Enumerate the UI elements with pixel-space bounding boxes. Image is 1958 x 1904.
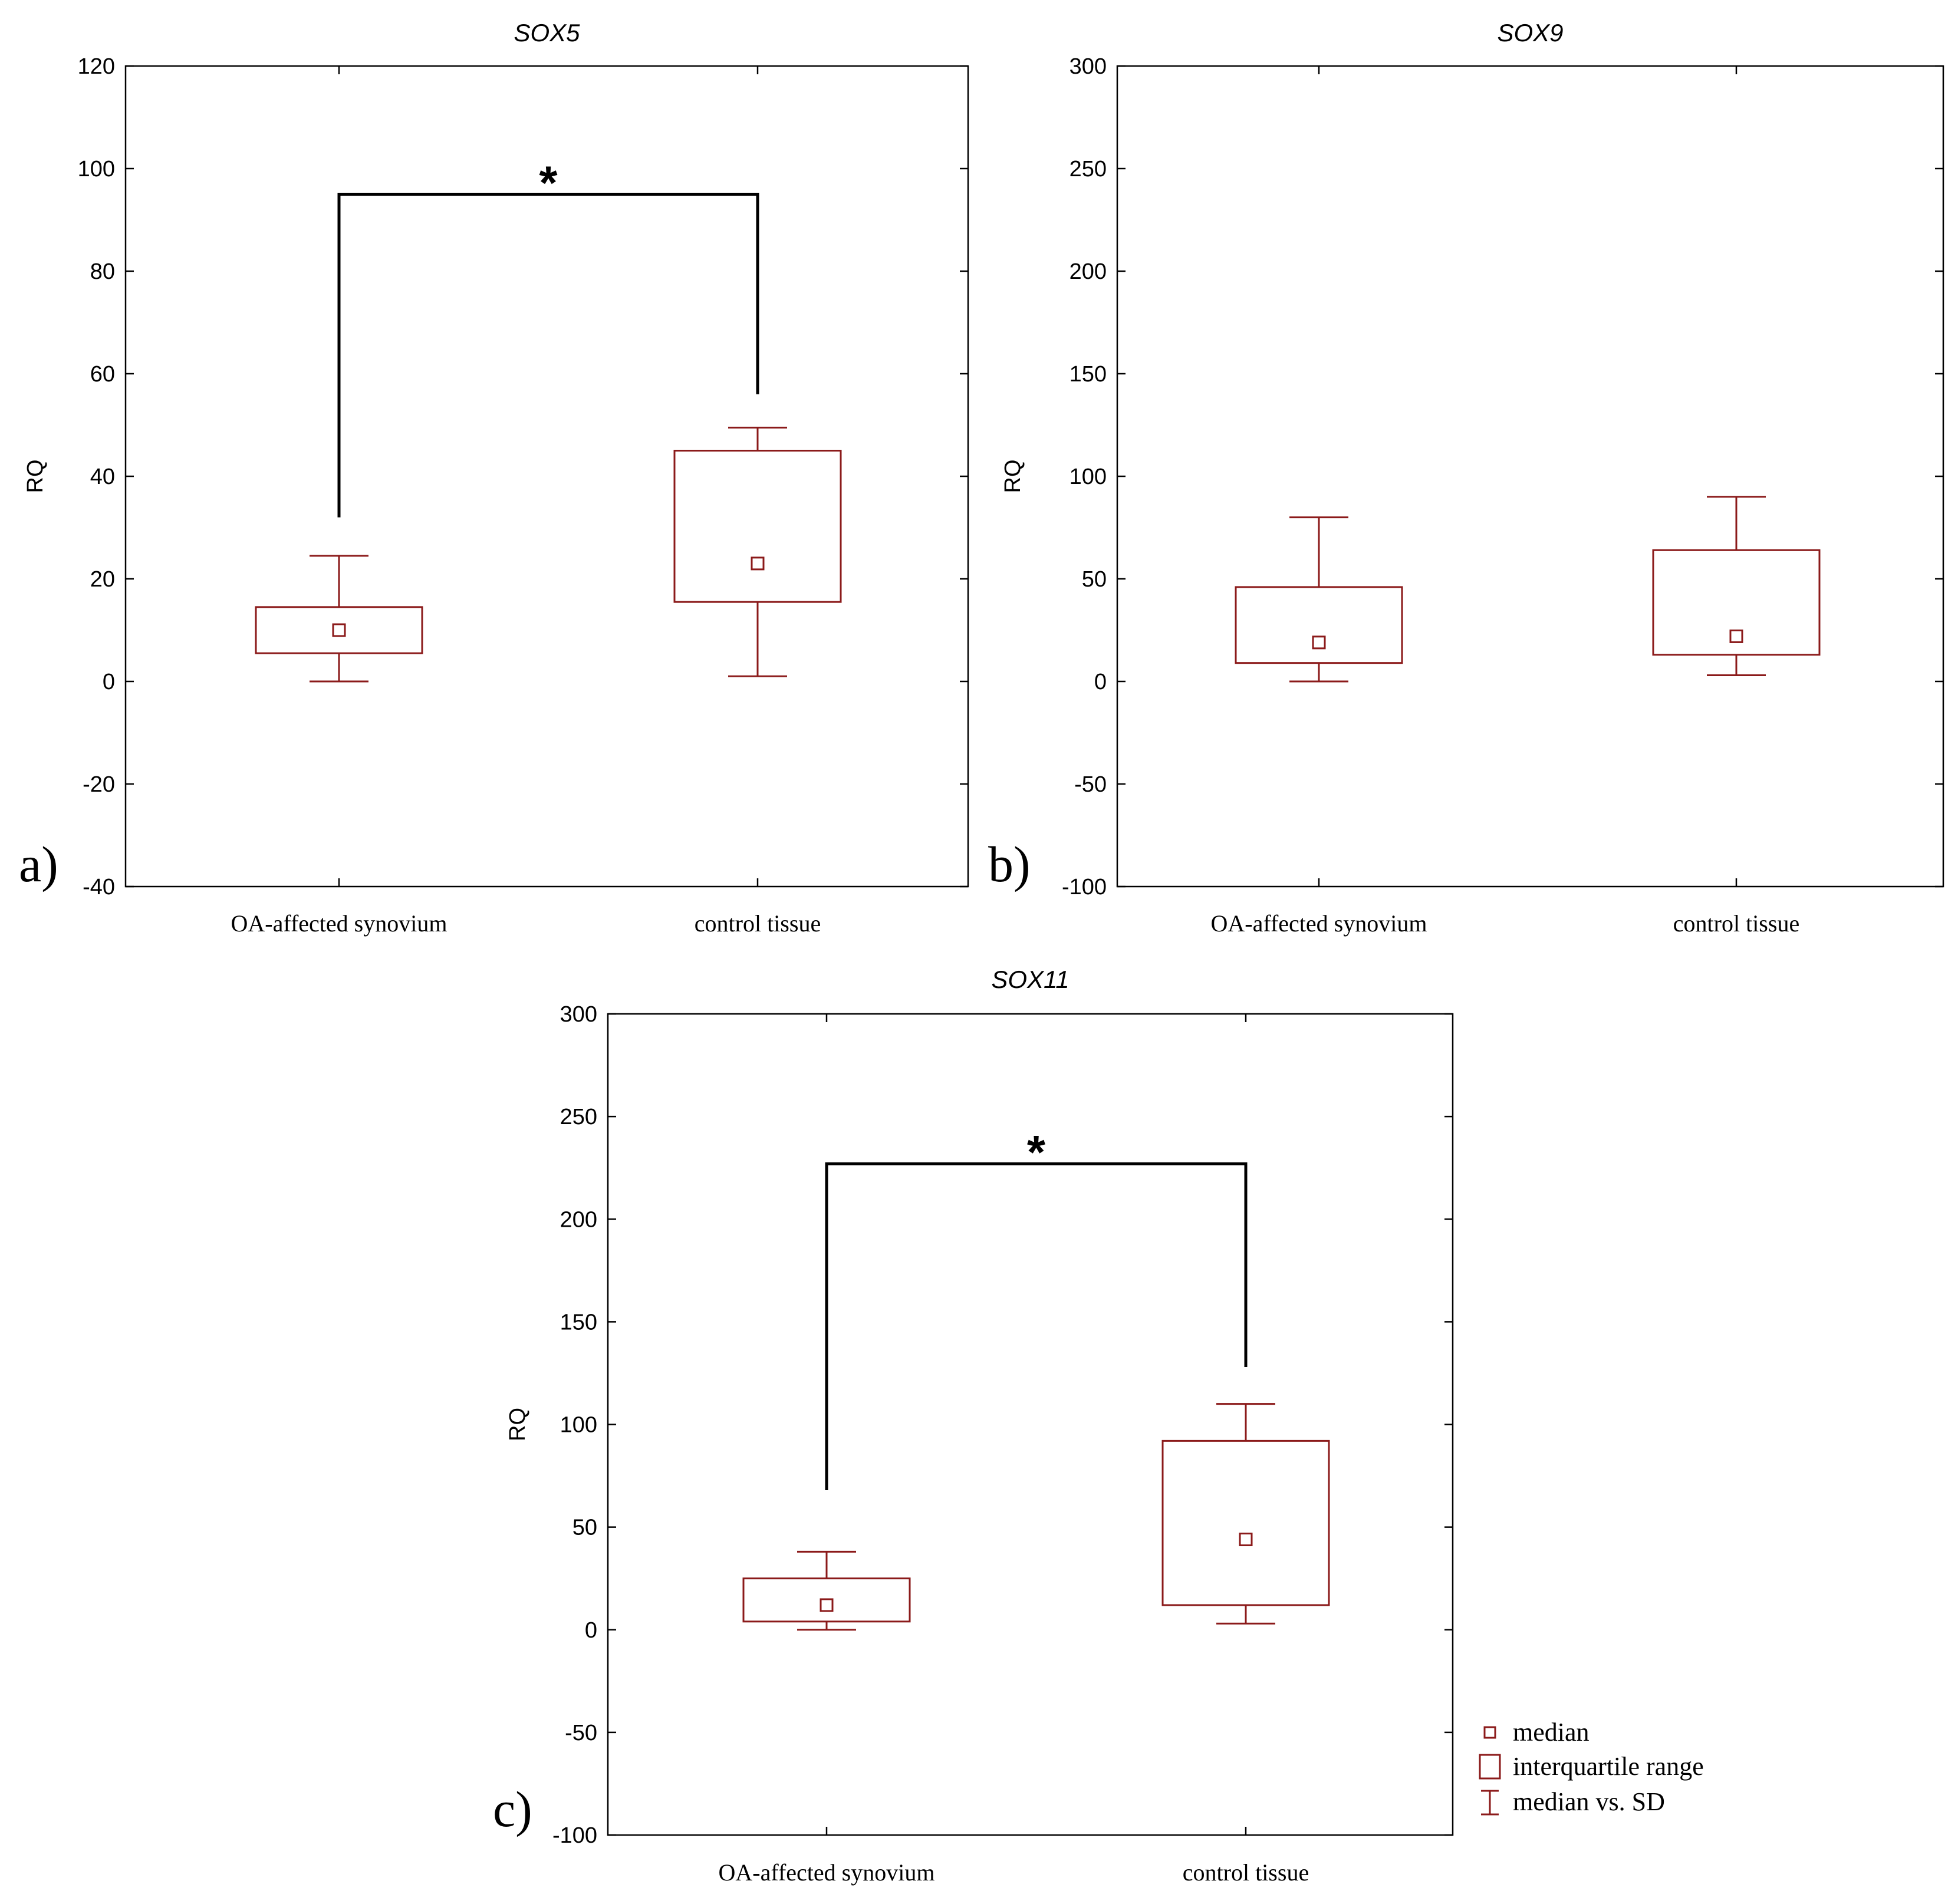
median-marker	[1729, 629, 1743, 643]
y-tick-label: 50	[572, 1516, 597, 1540]
chart-panel-sox11: -100 -50 0 50 100 150 200 250 300 SOX11 RQ c) OA-aff…	[493, 966, 1454, 1886]
y-tick-label: 0	[585, 1618, 597, 1643]
y-axis-label: RQ	[505, 1408, 530, 1441]
category-label: OA-affected synovium	[719, 1859, 935, 1886]
significance-marker: *	[539, 157, 558, 209]
iqr-box	[255, 606, 423, 654]
bracket-line	[825, 1162, 1248, 1490]
category-label: control tissue	[1183, 1859, 1309, 1886]
panel-label: a)	[19, 836, 58, 892]
legend-sd-swatch	[1481, 1790, 1499, 1816]
y-tick-label: -50	[1074, 772, 1107, 797]
category-label: control tissue	[1673, 910, 1799, 937]
median-marker	[1239, 1533, 1253, 1547]
y-tick-label: -100	[1062, 875, 1107, 900]
y-tick-label: -40	[83, 875, 115, 900]
y-tick-label: 150	[560, 1310, 597, 1335]
y-tick-label: 80	[90, 259, 115, 284]
y-tick-label: 100	[78, 157, 115, 182]
y-tick-label: 100	[560, 1413, 597, 1438]
category-label: OA-affected synovium	[231, 910, 447, 937]
median-marker	[1312, 635, 1326, 650]
y-tick-label: 100	[1070, 465, 1107, 489]
y-tick-label: 250	[1070, 157, 1107, 182]
box-oa-affected-synovium	[1235, 516, 1403, 683]
y-tick-label: 300	[560, 1002, 597, 1027]
panels: -40 -20 0 20 40 60 80 100 120 SOX5 RQ a) OA-affected…	[19, 19, 1944, 1886]
y-tick-label: 60	[90, 362, 115, 387]
panel-label: b)	[988, 836, 1031, 892]
chart-panel-sox5: -40 -20 0 20 40 60 80 100 120 SOX5 RQ a) OA-affected…	[19, 19, 969, 937]
median-marker	[820, 1598, 834, 1612]
median-marker	[332, 623, 346, 637]
chart-title: SOX9	[1497, 19, 1563, 47]
y-tick-label: 200	[1070, 259, 1107, 284]
category-label: control tissue	[695, 910, 821, 937]
y-tick-label: 0	[103, 670, 115, 694]
iqr-box	[1652, 549, 1821, 656]
category-label: OA-affected synovium	[1211, 910, 1427, 937]
y-tick-label: 300	[1070, 54, 1107, 79]
y-tick-label: 150	[1070, 362, 1107, 387]
legend: median interquartile range median vs. SD	[1479, 1718, 1704, 1816]
chart-panel-sox9: -100 -50 0 50 100 150 200 250 300 SOX9 RQ b) OA-affe…	[988, 19, 1944, 937]
legend-iqr-label: interquartile range	[1513, 1752, 1704, 1781]
median-marker	[751, 556, 765, 571]
iqr-box	[1235, 586, 1403, 664]
significance-marker: *	[1027, 1126, 1046, 1178]
y-tick-label: 50	[1082, 567, 1107, 592]
y-tick-label: 120	[78, 54, 115, 79]
y-tick-label: 0	[1094, 670, 1107, 694]
iqr-box	[1161, 1439, 1330, 1606]
box-control-tissue	[1652, 496, 1821, 677]
bracket-line	[337, 193, 759, 518]
y-tick-label: -50	[565, 1721, 597, 1745]
y-tick-label: 250	[560, 1105, 597, 1129]
y-tick-label: -100	[552, 1823, 597, 1848]
box-control-tissue	[673, 426, 842, 677]
legend-iqr-swatch	[1479, 1754, 1501, 1780]
chart-title: SOX11	[991, 966, 1069, 993]
panel-label: c)	[493, 1781, 532, 1837]
legend-median-swatch	[1483, 1726, 1496, 1739]
significance-bracket: *	[337, 157, 759, 518]
box-oa-affected-synovium	[255, 555, 423, 683]
box-oa-affected-synovium	[742, 1550, 911, 1631]
significance-bracket: *	[825, 1126, 1248, 1490]
box-control-tissue	[1161, 1403, 1330, 1625]
y-axis-label: RQ	[23, 460, 48, 493]
y-tick-label: 40	[90, 465, 115, 489]
y-axis-label: RQ	[1001, 460, 1025, 493]
iqr-box	[742, 1577, 911, 1623]
chart-title: SOX5	[514, 19, 580, 47]
iqr-box	[673, 450, 842, 603]
legend-sd-label: median vs. SD	[1513, 1787, 1665, 1816]
y-tick-label: 200	[560, 1207, 597, 1232]
legend-median-label: median	[1513, 1718, 1590, 1747]
y-tick-label: 20	[90, 567, 115, 592]
plot-frame	[1116, 65, 1944, 888]
y-tick-label: -20	[83, 772, 115, 797]
